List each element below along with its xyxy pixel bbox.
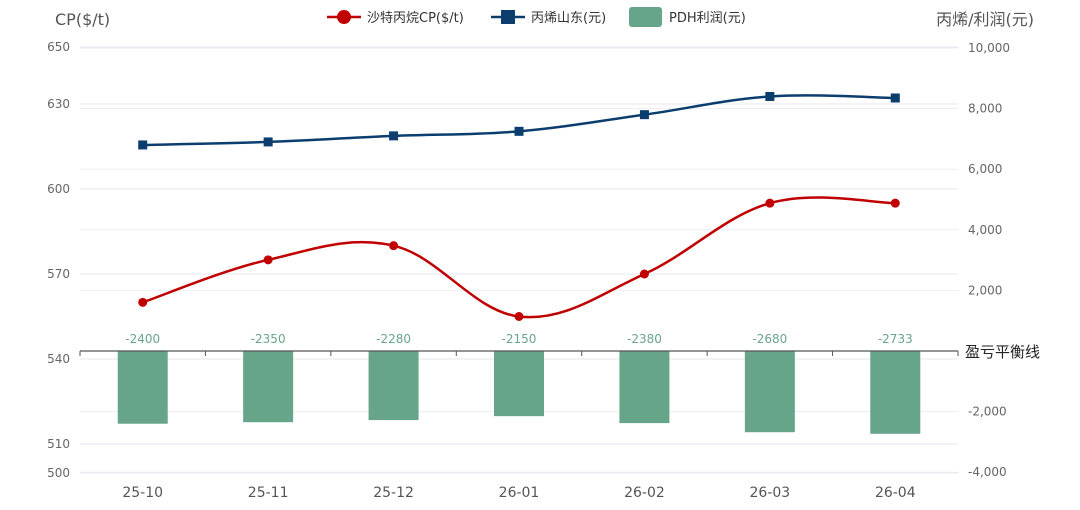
x-axis-ticks: 25-10 25-11 25-12 26-01 26-02 26-03 26-04 xyxy=(122,485,915,501)
x-tick-label: 25-12 xyxy=(373,485,414,501)
legend: 沙特丙烷CP($/t) 丙烯山东(元) PDH利润(元) xyxy=(327,7,746,27)
point-cp-price xyxy=(514,312,524,321)
bar-data-label: -2350 xyxy=(251,332,286,346)
point-propylene-price xyxy=(639,110,649,120)
point-propylene-price xyxy=(514,126,524,136)
legend-label-cp: 沙特丙烷CP($/t) xyxy=(367,11,464,26)
bar-pdh-profit xyxy=(243,351,294,423)
right-tick-label: 10,000 xyxy=(968,41,1010,55)
x-tick-label: 26-03 xyxy=(750,485,791,501)
bar-pdh-profit xyxy=(744,351,795,433)
point-propylene-price xyxy=(263,137,273,147)
point-propylene-price xyxy=(389,131,399,141)
point-cp-price xyxy=(138,297,148,307)
right-axis-title: 丙烯/利润(元) xyxy=(936,10,1034,29)
x-tick-label: 26-02 xyxy=(624,485,665,501)
bar-data-label: -2280 xyxy=(376,332,411,346)
right-tick-label: 8,000 xyxy=(968,102,1002,116)
legend-marker-cp xyxy=(337,10,351,24)
bar-data-label: -2680 xyxy=(752,332,787,346)
right-tick-label: 4,000 xyxy=(968,223,1002,237)
bar-pdh-profit xyxy=(117,351,168,424)
left-tick-label: 540 xyxy=(47,352,70,366)
breakeven-label: 盈亏平衡线 xyxy=(965,343,1040,361)
left-tick-label: 570 xyxy=(47,267,70,281)
point-propylene-price xyxy=(890,93,900,103)
right-tick-label: 2,000 xyxy=(968,283,1002,297)
legend-marker-pdh xyxy=(629,7,662,27)
left-tick-label: 630 xyxy=(47,97,70,111)
bar-series: -2400 -2350 -2280 -2150 -2380 -2680 -2733 xyxy=(117,332,921,434)
line-series xyxy=(138,91,900,321)
point-cp-price xyxy=(639,269,649,279)
point-propylene-price xyxy=(765,91,775,101)
right-axis-ticks: -4,000 -2,000 2,000 4,000 6,000 8,000 10,000 xyxy=(968,41,1010,479)
point-propylene-price xyxy=(138,140,148,150)
x-tick-label: 26-01 xyxy=(499,485,540,501)
bar-pdh-profit xyxy=(619,351,670,424)
breakeven-axis xyxy=(79,350,959,356)
left-axis-ticks: 500 510 540 570 600 630 650 xyxy=(47,40,70,480)
bar-pdh-profit xyxy=(870,351,921,434)
right-tick-label: -4,000 xyxy=(968,465,1007,479)
left-tick-label: 650 xyxy=(47,40,70,54)
point-cp-price xyxy=(890,198,900,208)
bar-data-label: -2733 xyxy=(878,332,913,346)
bar-pdh-profit xyxy=(494,351,544,417)
line-cp-price xyxy=(142,196,896,319)
x-tick-label: 25-11 xyxy=(248,485,289,501)
bar-data-label: -2380 xyxy=(627,332,662,346)
left-tick-label: 510 xyxy=(47,437,70,451)
bar-data-label: -2400 xyxy=(125,332,160,346)
x-tick-label: 26-04 xyxy=(875,485,916,501)
point-cp-price xyxy=(765,198,775,208)
point-cp-price xyxy=(263,255,273,265)
point-cp-price xyxy=(389,241,399,251)
legend-marker-propylene xyxy=(501,10,515,24)
left-tick-label: 500 xyxy=(47,466,70,480)
legend-label-pdh: PDH利润(元) xyxy=(669,11,746,26)
line-propylene-price xyxy=(142,94,896,147)
x-tick-label: 25-10 xyxy=(122,485,163,501)
left-axis-title: CP($/t) xyxy=(55,10,110,29)
right-tick-label: -2,000 xyxy=(968,405,1007,419)
legend-label-propylene: 丙烯山东(元) xyxy=(531,11,606,26)
bar-pdh-profit xyxy=(368,351,419,421)
gridlines xyxy=(80,46,958,474)
right-tick-label: 6,000 xyxy=(968,162,1002,176)
bar-data-label: -2150 xyxy=(502,332,537,346)
left-tick-label: 600 xyxy=(47,182,70,196)
